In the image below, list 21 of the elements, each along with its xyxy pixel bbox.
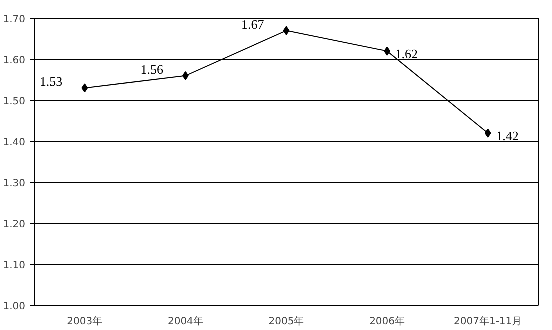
x-tick-label: 2005年 (268, 316, 304, 328)
point (484, 128, 492, 138)
x-tick-label: 2007年1-11月 (454, 316, 522, 328)
y-tick-label: 1.00 (3, 302, 26, 312)
data-label: 1.56 (140, 62, 164, 77)
y-tick-label: 1.50 (3, 96, 26, 108)
y-tick-label: 1.30 (3, 178, 26, 190)
data-label: 1.53 (40, 74, 63, 90)
data-label: 1.67 (242, 16, 265, 32)
data-label: 1.62 (395, 46, 418, 62)
data-label: 1.42 (496, 128, 519, 144)
point (82, 84, 88, 93)
y-tick-label: 1.40 (3, 138, 26, 148)
y-tick-label: 1.70 (3, 14, 26, 26)
x-tick-label: 2006年 (370, 316, 406, 328)
y-tick-label: 1.60 (3, 56, 26, 66)
point (283, 26, 290, 36)
x-tick-label: 2003年 (67, 316, 103, 328)
y-tick-label: 1.10 (3, 260, 26, 272)
x-tick-label: 2004年 (168, 316, 204, 328)
y-tick-label: 1.20 (3, 220, 26, 230)
